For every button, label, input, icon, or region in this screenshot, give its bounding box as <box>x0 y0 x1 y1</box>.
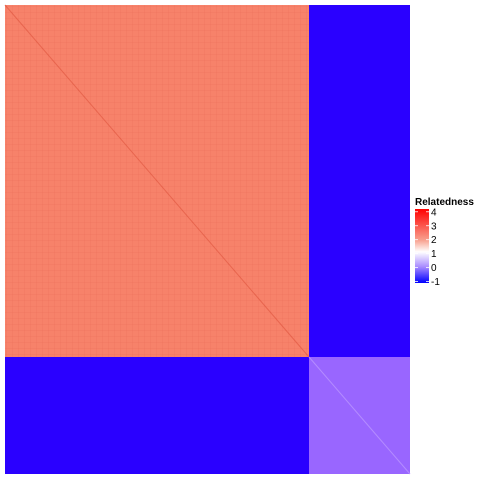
legend-tick-label: 0 <box>431 263 437 274</box>
heatmap-block-group-a-group-b <box>309 5 410 357</box>
heatmap-block-group-b-group-a <box>5 357 309 474</box>
legend-ticks: 4 3 2 1 0 -1 <box>415 207 440 288</box>
legend-tick-label: 2 <box>431 235 437 246</box>
legend-tick-label: 1 <box>431 249 437 260</box>
legend-colorbar <box>415 209 429 283</box>
legend-tick-label: -1 <box>431 277 440 288</box>
diagonal-group-b <box>308 356 411 475</box>
legend-tick-label: 3 <box>431 221 437 232</box>
legend-tick-label: 4 <box>431 207 437 218</box>
block-texture <box>5 5 309 357</box>
legend-title: Relatedness <box>415 197 474 208</box>
legend: Relatedness 4 3 2 1 0 -1 <box>415 197 474 288</box>
heatmap-panel <box>4 4 411 475</box>
